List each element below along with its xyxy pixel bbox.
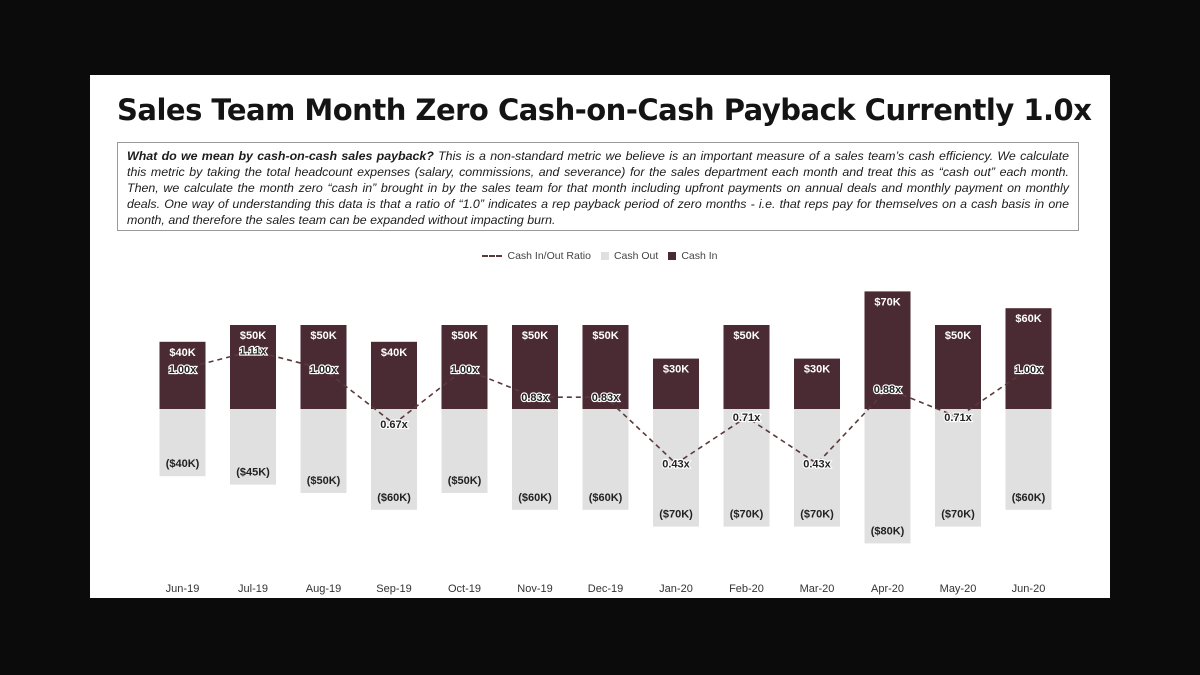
label-cash-in-Jul-19: $50K — [240, 330, 266, 342]
x-tick-Dec-19: Dec-19 — [588, 583, 623, 595]
label-cash-in-Aug-19: $50K — [310, 330, 336, 342]
ratio-label-Sep-19: 0.67x — [380, 419, 408, 431]
label-cash-in-Dec-19: $50K — [592, 330, 618, 342]
label-cash-out-Mar-20: ($70K) — [800, 509, 834, 521]
bar-cash-out-May-20 — [935, 409, 981, 527]
cash-payback-chart: ($40K) $40K ($45K) $50K ($50K) $50K ($60K) $40K… — [159, 291, 1052, 595]
label-cash-in-Jun-19: $40K — [169, 347, 195, 359]
label-cash-in-Jun-20: $60K — [1015, 313, 1041, 325]
label-cash-in-Mar-20: $30K — [804, 364, 830, 376]
label-cash-out-Oct-19: ($50K) — [448, 475, 482, 487]
x-tick-Jun-19: Jun-19 — [166, 583, 200, 595]
x-tick-Mar-20: Mar-20 — [800, 583, 835, 595]
bar-cash-in-Mar-20 — [794, 358, 840, 409]
ratio-label-May-20: 0.71x — [944, 412, 972, 424]
bar-cash-out-Jun-19 — [159, 409, 206, 477]
legend-label-cash-in: Cash In — [681, 250, 718, 262]
label-cash-in-May-20: $50K — [945, 330, 971, 342]
page-title: Sales Team Month Zero Cash-on-Cash Payba… — [117, 93, 1092, 127]
bar-cash-out-Nov-19 — [512, 409, 558, 510]
cash-in-swatch — [668, 252, 677, 260]
ratio-label-Dec-19: 0.83x — [592, 392, 620, 404]
bar-cash-in-Jul-19 — [230, 325, 276, 409]
label-cash-in-Oct-19: $50K — [451, 330, 477, 342]
slide: Sales Team Month Zero Cash-on-Cash Payba… — [90, 75, 1110, 598]
bar-cash-in-Aug-19 — [300, 325, 347, 409]
ratio-label-Jan-20: 0.43x — [662, 459, 690, 471]
label-cash-out-Apr-20: ($80K) — [871, 525, 905, 537]
x-tick-Oct-19: Oct-19 — [448, 583, 481, 595]
label-cash-out-Sep-19: ($60K) — [377, 492, 411, 504]
ratio-label-Jun-19: 1.00x — [169, 364, 197, 376]
x-tick-Jan-20: Jan-20 — [659, 583, 693, 595]
description-box: What do we mean by cash-on-cash sales pa… — [117, 142, 1079, 231]
ratio-label-Apr-20: 0.88x — [874, 384, 902, 396]
bar-cash-out-Jan-20 — [653, 409, 699, 527]
x-tick-Apr-20: Apr-20 — [871, 583, 904, 595]
dashed-line-swatch — [482, 255, 503, 257]
bar-cash-out-Sep-19 — [371, 409, 417, 510]
x-tick-Feb-20: Feb-20 — [729, 583, 764, 595]
x-tick-Jun-20: Jun-20 — [1012, 583, 1046, 595]
legend-label-ratio: Cash In/Out Ratio — [507, 250, 591, 262]
label-cash-in-Nov-19: $50K — [522, 330, 548, 342]
label-cash-out-Jun-19: ($40K) — [166, 458, 200, 470]
legend-item-cash-out: Cash Out — [600, 249, 659, 263]
bar-cash-in-Dec-19 — [582, 325, 629, 409]
legend-label-cash-out: Cash Out — [613, 250, 659, 262]
bar-cash-in-May-20 — [935, 325, 981, 409]
label-cash-out-Jan-20: ($70K) — [659, 509, 693, 521]
cash-out-swatch — [600, 252, 609, 260]
bar-cash-out-Feb-20 — [723, 409, 770, 527]
bar-cash-in-Oct-19 — [441, 325, 488, 409]
bar-cash-out-Dec-19 — [582, 409, 629, 510]
bar-cash-in-Jun-19 — [159, 341, 206, 409]
x-tick-Nov-19: Nov-19 — [517, 583, 552, 595]
x-tick-May-20: May-20 — [940, 583, 977, 595]
ratio-label-Aug-19: 1.00x — [310, 364, 338, 376]
label-cash-in-Sep-19: $40K — [381, 347, 407, 359]
x-tick-Jul-19: Jul-19 — [238, 583, 268, 595]
ratio-label-Jun-20: 1.00x — [1015, 364, 1043, 376]
ratio-label-Nov-19: 0.83x — [521, 392, 549, 404]
bar-cash-out-Mar-20 — [794, 409, 840, 527]
ratio-label-Oct-19: 1.00x — [451, 364, 479, 376]
bar-cash-in-Sep-19 — [371, 341, 417, 409]
label-cash-out-Feb-20: ($70K) — [730, 509, 764, 521]
chart-legend: Cash In/Out Ratio Cash Out Cash In — [90, 249, 1110, 263]
bar-cash-in-Jun-20 — [1005, 308, 1052, 409]
bar-cash-out-Jun-20 — [1005, 409, 1052, 510]
bar-cash-out-Jul-19 — [230, 409, 276, 485]
bar-cash-in-Nov-19 — [512, 325, 558, 409]
bar-cash-out-Oct-19 — [441, 409, 488, 493]
bar-cash-in-Jan-20 — [653, 358, 699, 409]
description-lead: What do we mean by cash-on-cash sales pa… — [127, 149, 434, 163]
ratio-line — [182, 349, 1029, 465]
label-cash-in-Jan-20: $30K — [663, 364, 689, 376]
label-cash-out-Jun-20: ($60K) — [1012, 492, 1046, 504]
label-cash-out-Jul-19: ($45K) — [236, 467, 270, 479]
description-body: This is a non-standard metric we believe… — [127, 149, 1069, 227]
label-cash-out-May-20: ($70K) — [941, 509, 975, 521]
ratio-label-Mar-20: 0.43x — [803, 459, 831, 471]
label-cash-out-Aug-19: ($50K) — [307, 475, 341, 487]
label-cash-in-Apr-20: $70K — [874, 296, 900, 308]
label-cash-out-Nov-19: ($60K) — [518, 492, 552, 504]
ratio-label-Jul-19: 1.11x — [240, 346, 268, 358]
bar-cash-out-Aug-19 — [300, 409, 347, 493]
legend-item-ratio: Cash In/Out Ratio — [482, 249, 591, 263]
bar-cash-out-Apr-20 — [864, 409, 911, 544]
label-cash-in-Feb-20: $50K — [733, 330, 759, 342]
legend-item-cash-in: Cash In — [668, 249, 718, 263]
x-tick-Sep-19: Sep-19 — [376, 583, 411, 595]
x-tick-Aug-19: Aug-19 — [306, 583, 341, 595]
label-cash-out-Dec-19: ($60K) — [589, 492, 623, 504]
bar-cash-in-Feb-20 — [723, 325, 770, 409]
ratio-label-Feb-20: 0.71x — [733, 412, 761, 424]
